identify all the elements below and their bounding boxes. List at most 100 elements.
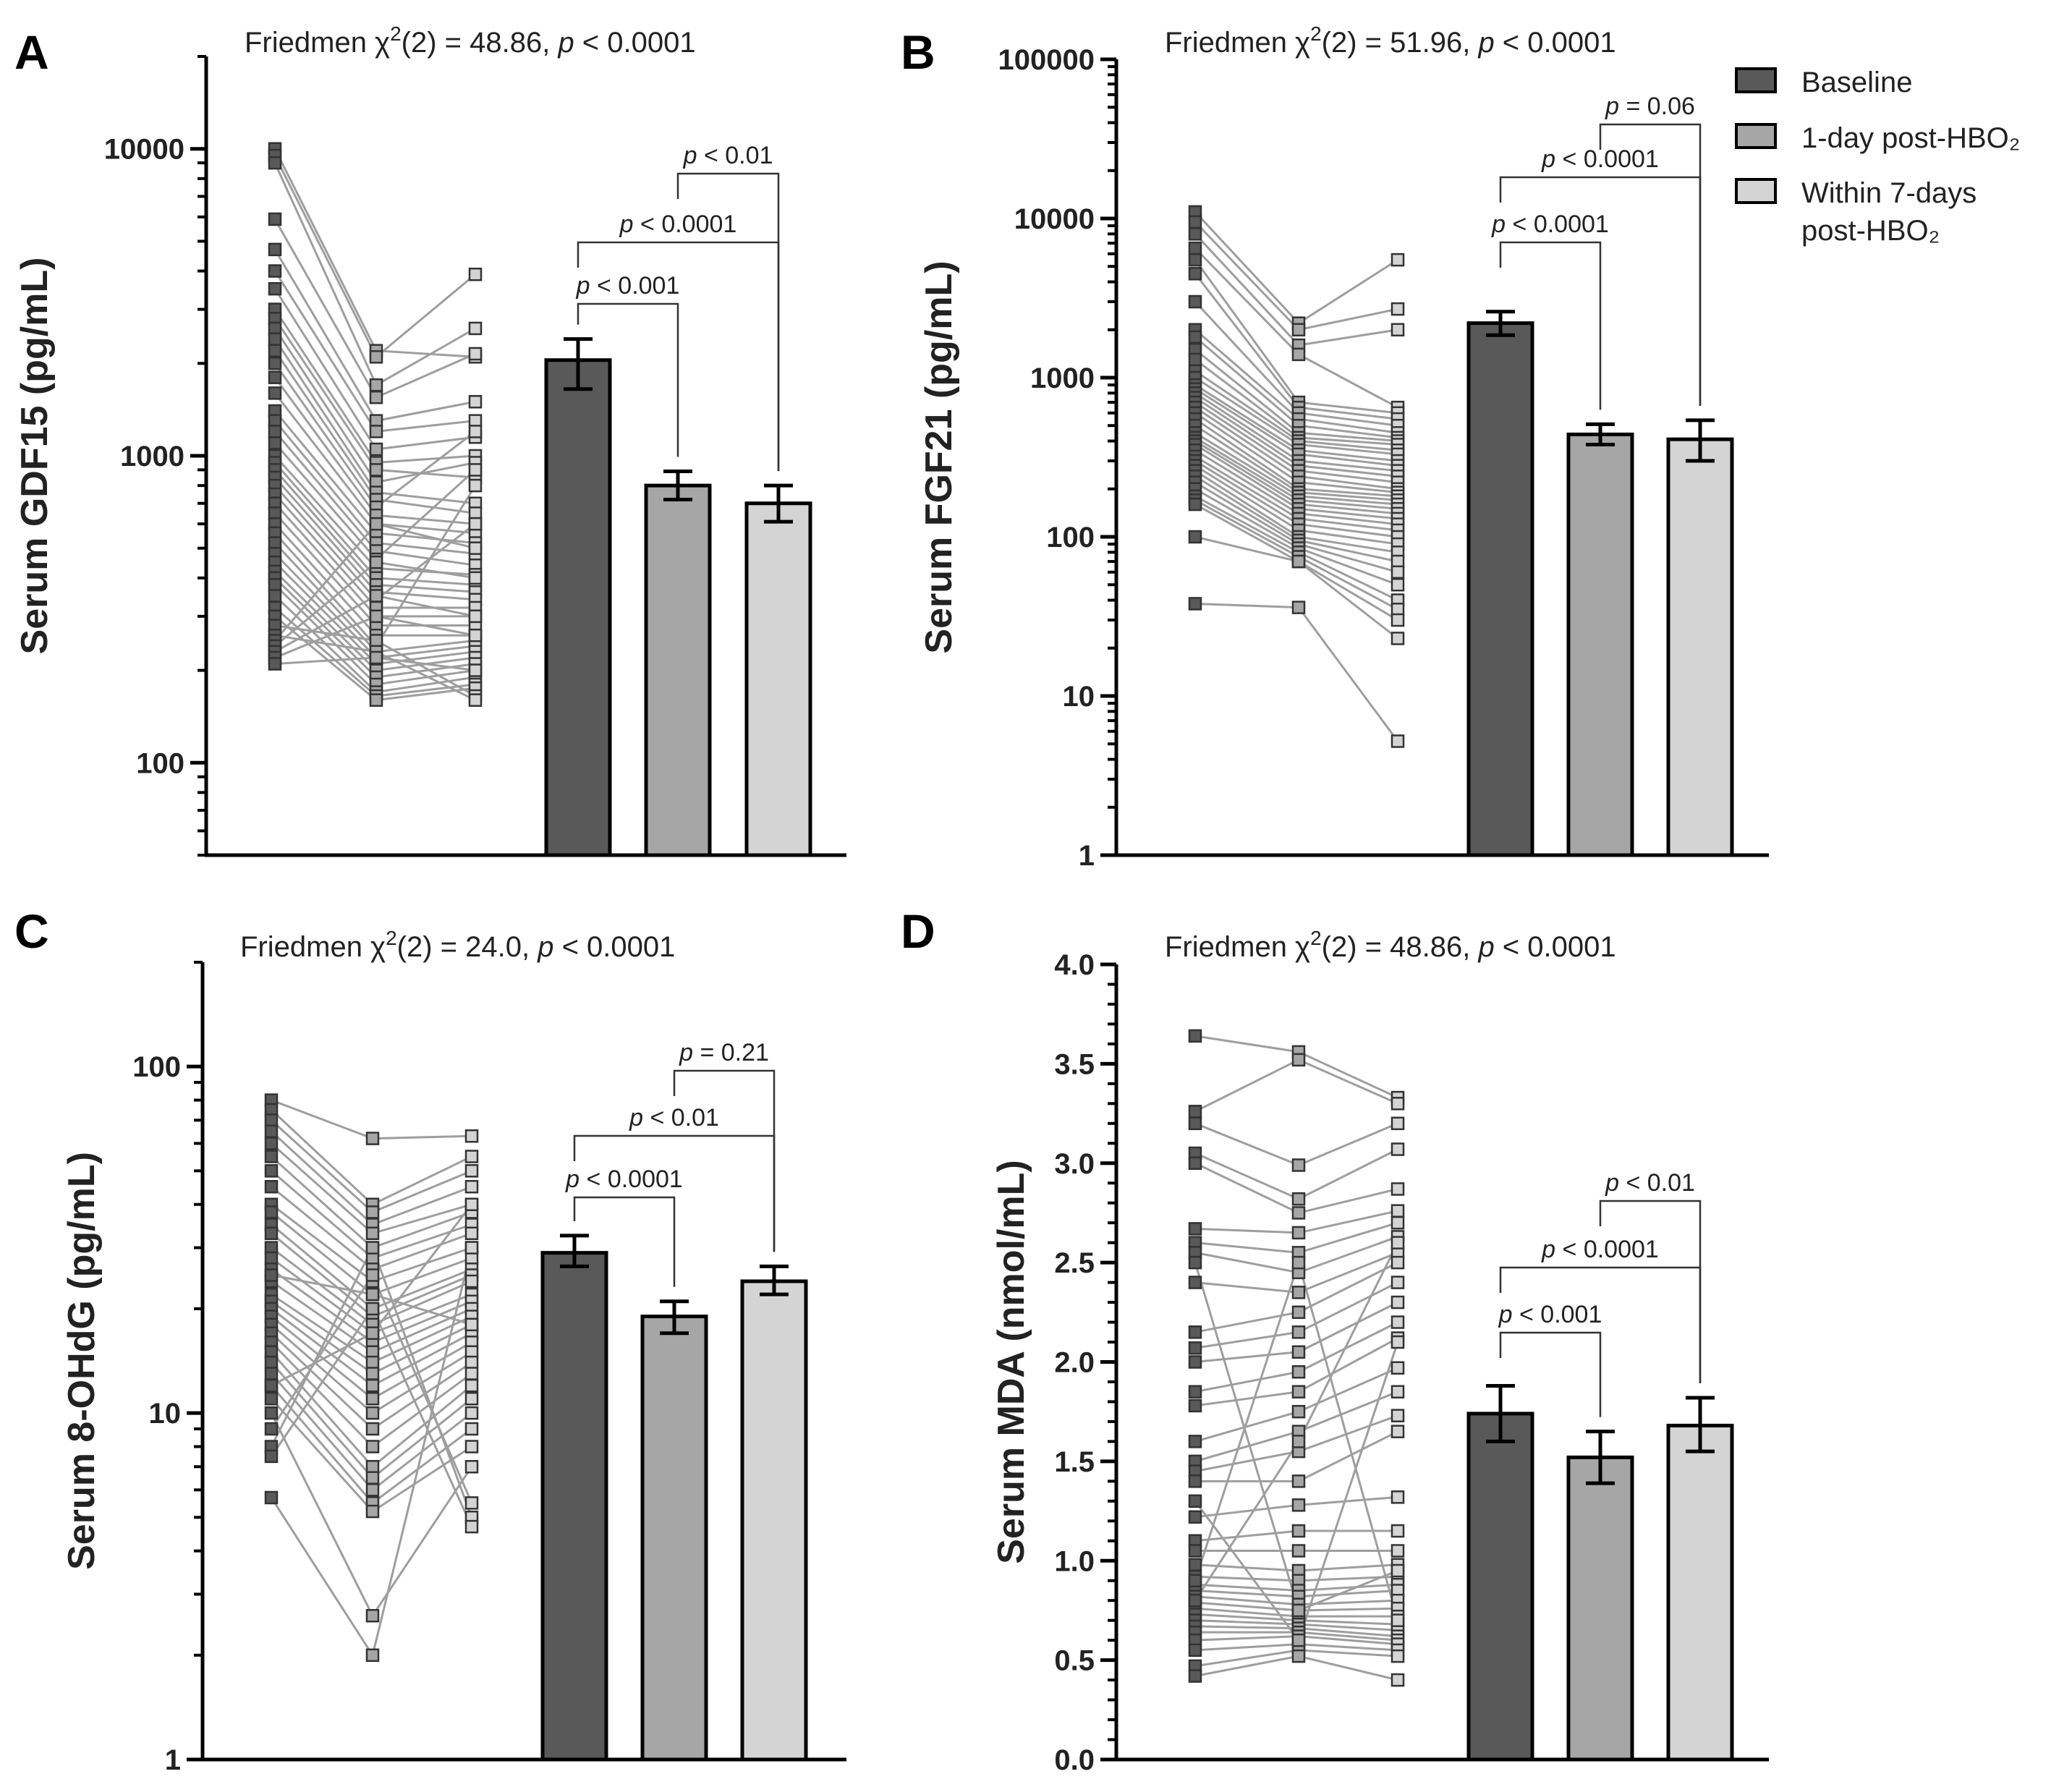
y-tick-label: 100	[136, 747, 184, 779]
significance-label: p < 0.01	[683, 142, 773, 169]
subject-point	[1390, 1097, 1405, 1111]
subject-points	[1188, 205, 1405, 748]
legend-label: Within 7-days	[1801, 177, 1977, 209]
subject-point	[1291, 600, 1306, 614]
subject-point	[468, 463, 483, 477]
subject-point	[1291, 1649, 1306, 1663]
subject-point	[1291, 1385, 1306, 1398]
subject-point	[268, 242, 282, 257]
subject-point	[1188, 1255, 1202, 1270]
subject-point	[464, 1519, 479, 1534]
significance-label: p < 0.0001	[1491, 211, 1609, 238]
subject-point	[1188, 1510, 1202, 1524]
subject-point	[1291, 1544, 1306, 1558]
subject-point	[369, 390, 383, 404]
subject-point	[365, 1609, 380, 1623]
y-tick-label: 3.0	[1054, 1148, 1095, 1180]
subject-point	[1291, 1255, 1306, 1270]
subject-point	[1390, 1142, 1405, 1156]
subject-points	[1188, 1029, 1405, 1687]
subject-point	[1188, 330, 1202, 344]
subject-point	[365, 1378, 380, 1393]
y-tick-label: 4.0	[1054, 949, 1095, 981]
y-tick-label: 100	[1046, 522, 1095, 553]
subject-point	[365, 1504, 380, 1519]
subject-point	[268, 357, 282, 370]
subject-point	[365, 1483, 380, 1497]
subject-point	[464, 1197, 479, 1211]
subject-point	[1188, 1325, 1202, 1339]
subject-point	[369, 650, 383, 665]
subject-point	[1390, 1613, 1405, 1627]
subject-point	[1390, 632, 1405, 645]
panel-c: C Friedmen χ2(2) = 24.0, p < 0.0001 Serum …	[14, 904, 846, 1776]
subject-point	[1188, 241, 1202, 255]
subject-point	[365, 1355, 380, 1370]
subject-point	[268, 264, 282, 278]
significance-bracket	[673, 1069, 776, 1252]
significance-label: p = 0.21	[679, 1039, 769, 1066]
subject-point	[1390, 252, 1405, 267]
y-axis-label: Serum 8-OHdG (pg/mL)	[61, 1152, 103, 1570]
significance-bracket	[1599, 1200, 1702, 1383]
panel-d: D Friedmen χ2(2) = 48.86, p < 0.0001 Serum…	[901, 904, 1769, 1776]
subject-point	[264, 1406, 279, 1420]
subject-point	[468, 663, 483, 677]
subject-point	[369, 463, 383, 477]
y-axis-label: Serum FGF21 (pg/mL)	[918, 260, 960, 653]
subject-point	[1390, 1204, 1405, 1218]
subject-point	[264, 1392, 279, 1406]
subject-point	[468, 628, 483, 642]
subject-point	[1390, 1490, 1405, 1504]
subject-point	[264, 1180, 279, 1194]
y-tick-label: 0.5	[1054, 1645, 1095, 1677]
subject-point	[1291, 1364, 1306, 1379]
subject-point	[464, 1392, 479, 1406]
subject-point	[369, 693, 383, 707]
subject-point	[1390, 1275, 1405, 1289]
subject-point	[264, 1268, 279, 1282]
subject-point	[1188, 294, 1202, 309]
y-tick-label: 1	[1079, 840, 1095, 872]
subject-point	[264, 1164, 279, 1178]
subject-point	[1390, 1315, 1405, 1329]
y-tick-label: 100000	[998, 44, 1095, 76]
significance-label: p = 0.06	[1605, 93, 1695, 120]
subject-point	[1188, 1116, 1202, 1131]
subject-line	[270, 1108, 472, 1206]
subject-line	[273, 155, 476, 359]
y-tick-label: 10	[1063, 681, 1095, 713]
significance-label: p < 0.001	[576, 272, 680, 300]
subject-point	[1188, 1105, 1202, 1119]
bar	[1466, 321, 1534, 857]
subject-point	[468, 517, 483, 531]
legend: Baseline 1-day post-HBO₂ Within 7-days post…	[1735, 67, 2020, 247]
significance-bracket	[676, 172, 780, 472]
subject-point	[464, 1496, 479, 1510]
subject-point	[264, 1355, 279, 1370]
subject-point	[1390, 1361, 1405, 1375]
subject-points	[268, 142, 483, 707]
significance-label: p < 0.0001	[1541, 145, 1659, 173]
subject-point	[1188, 1341, 1202, 1355]
subject-point	[1390, 1673, 1405, 1687]
subject-point	[464, 1180, 479, 1194]
subject-point	[1188, 1355, 1202, 1369]
subject-point	[464, 1150, 479, 1163]
subject-point	[369, 517, 383, 531]
subject-point	[369, 350, 383, 364]
significance-bracket	[1599, 123, 1702, 406]
legend-swatch	[1735, 67, 1777, 93]
y-axis-label: Serum GDF15 (pg/mL)	[14, 258, 56, 655]
subject-point	[468, 425, 483, 438]
bar	[540, 1251, 608, 1762]
subject-point	[1390, 1385, 1405, 1398]
legend-swatch	[1735, 178, 1777, 204]
subject-point	[468, 571, 483, 585]
significance-bracket	[577, 302, 679, 457]
subject-point	[1188, 1156, 1202, 1170]
subject-point	[468, 609, 483, 624]
subject-point	[1390, 1335, 1405, 1349]
subject-point	[1188, 1029, 1202, 1043]
